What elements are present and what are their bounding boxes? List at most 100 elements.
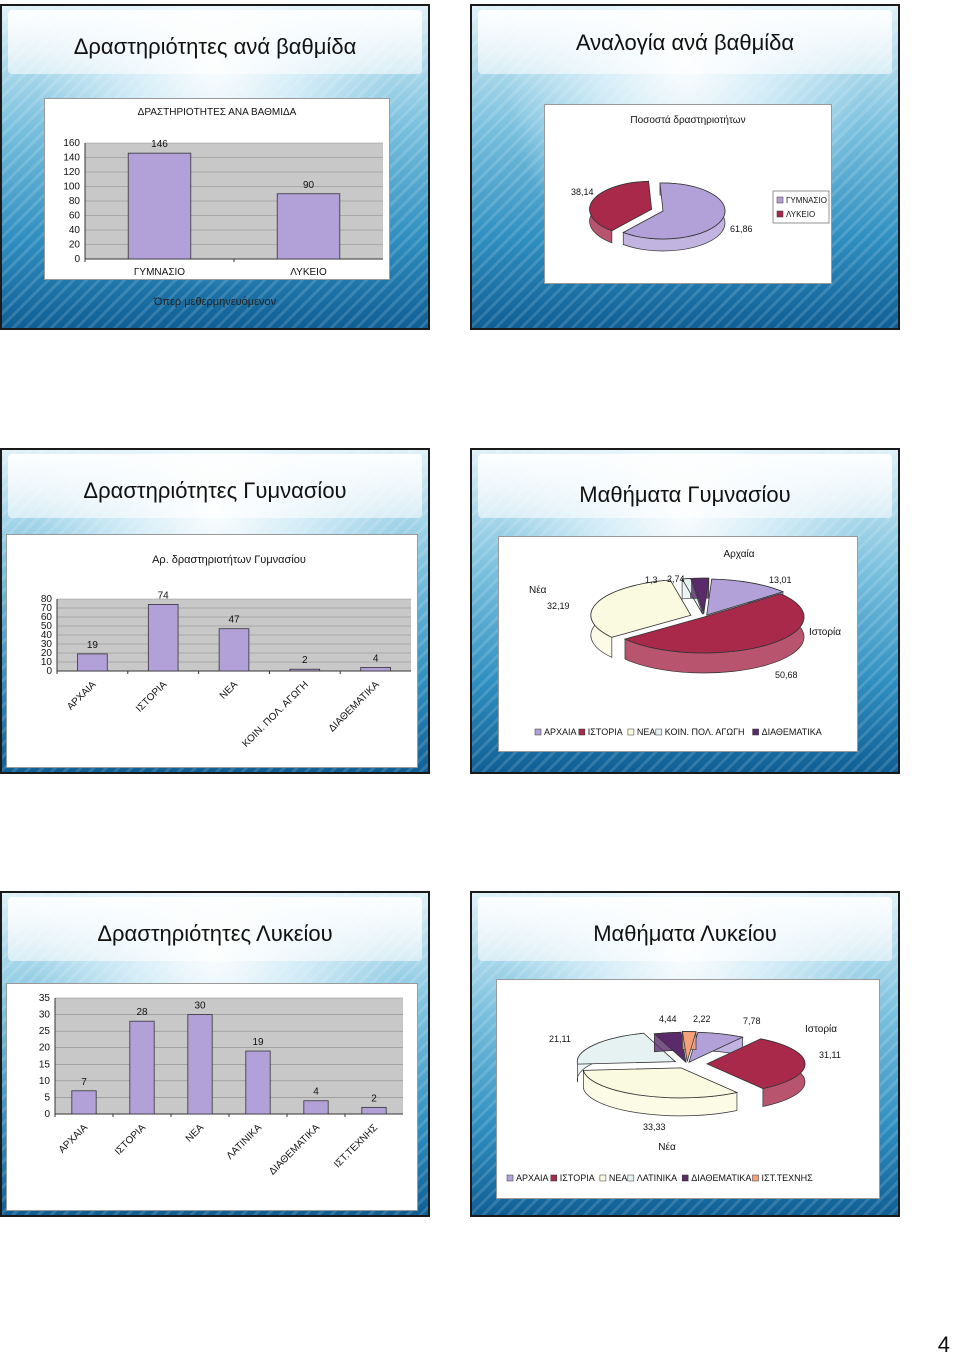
title-band — [478, 897, 892, 961]
plot-area — [55, 998, 403, 1114]
slide-title: Αναλογία ανά βαθμίδα — [575, 30, 795, 55]
data-label: 2 — [371, 1093, 377, 1104]
slide-title: Δραστηριότητες Γυμνασίου — [83, 478, 347, 503]
x-tick-label: ΑΡΧΑΙΑ — [65, 679, 99, 713]
x-tick-label: ΙΣΤΟΡΙΑ — [113, 1122, 148, 1157]
slide-2: Αναλογία ανά βαθμίδα Ποσοστά δραστηριοτή… — [470, 4, 900, 330]
pie-slice — [681, 1031, 697, 1062]
x-tick-label: ΛΥΚΕΙΟ — [290, 267, 327, 278]
slide-6: Μαθήματα Λυκείου Ιστορία Νέα 7,78 31,11 33,3… — [470, 891, 900, 1217]
y-tick-label: 60 — [69, 211, 81, 222]
y-tick-label: 20 — [69, 240, 81, 251]
legend-label: ΓΥΜΝΑΣΙΟ — [786, 196, 827, 205]
legend-label: ΛΥΚΕΙΟ — [786, 210, 815, 219]
chart-panel: 0 5 10 15 20 25 30 35 7 ΑΡΧΑΙΑ 28 ΙΣΤΟΡΙΑ 30 ΝΕΑ 19 ΛΑΤ… — [6, 983, 418, 1211]
legend-label: ΙΣΤΟΡΙΑ — [588, 727, 623, 737]
data-label: 90 — [303, 180, 315, 191]
y-tick-label: 160 — [63, 138, 80, 149]
legend-swatch — [776, 210, 784, 218]
bar — [303, 1100, 329, 1115]
slide-caption: Όπερ μεθερμηνευόμενον — [153, 296, 277, 308]
legend-label: ΑΡΧΑΙΑ — [516, 1173, 549, 1183]
x-tick-label: ΚΟΙΝ. ΠΟΛ. ΑΓΩΓΗ — [240, 679, 310, 749]
y-tick-label: 80 — [69, 196, 81, 207]
pie-slice — [623, 593, 805, 654]
title-band — [478, 10, 892, 74]
y-tick-label: 30 — [39, 1010, 51, 1021]
chart-title: Ποσοστά δραστηριοτήτων — [630, 114, 745, 126]
pie-slice — [691, 577, 710, 615]
bar-chart-grades: 0 20 40 60 80 100 120 140 160 146 ΓΥΜΝΑΣΙΟ 90 ΛΥΚΕΙΟ… — [63, 107, 383, 278]
data-label: 32,19 — [547, 601, 570, 611]
pie-slice — [582, 1067, 739, 1099]
y-tick-label: 100 — [63, 182, 80, 193]
legend-swatch — [752, 728, 759, 736]
y-tick-label: 80 — [41, 594, 53, 605]
slice-name: Νέα — [658, 1141, 676, 1153]
legend-label: ΝΕΑ — [637, 727, 656, 737]
data-label: 4,44 — [659, 1014, 677, 1024]
bar — [77, 653, 108, 672]
legend-swatch — [506, 1174, 514, 1182]
data-label: 33,33 — [643, 1122, 666, 1132]
y-tick-label: 0 — [46, 666, 52, 677]
slide-5: Δραστηριότητες Λυκείου 0 5 10 15 20 25 30 35 7 ΑΡ… — [0, 891, 430, 1217]
bar — [245, 1050, 271, 1115]
bar — [361, 1106, 387, 1115]
x-tick-label: ΑΡΧΑΙΑ — [57, 1122, 91, 1156]
slice-name: Ιστορία — [809, 626, 841, 638]
y-tick-label: 30 — [41, 639, 53, 650]
y-tick-label: 0 — [44, 1109, 50, 1120]
data-label: 7 — [81, 1077, 87, 1088]
y-tick-label: 35 — [39, 993, 51, 1004]
y-tick-label: 5 — [44, 1092, 50, 1103]
x-tick-label: ΝΕΑ — [218, 679, 241, 702]
data-label: 61,86 — [730, 224, 753, 234]
pie-slice — [706, 1038, 806, 1089]
title-band — [8, 897, 422, 961]
legend-swatch — [681, 1174, 689, 1182]
legend-swatch — [578, 728, 586, 736]
legend-label: ΙΣΤ.ΤΕΧΝΗΣ — [762, 1173, 814, 1183]
page-number: 4 — [937, 1332, 950, 1357]
legend-label: ΔΙΑΘΕΜΑΤΙΚΑ — [762, 727, 822, 737]
legend-label: ΛΑΤΙΝΙΚΑ — [637, 1173, 677, 1183]
legend-swatch — [599, 1174, 607, 1182]
data-label: 19 — [87, 640, 99, 651]
chart-title: ΔΡΑΣΤΗΡΙΟΤΗΤΕΣ ΑΝΑ ΒΑΘΜΙΔΑ — [138, 107, 297, 118]
bar — [71, 1090, 97, 1115]
chart-panel: 0 10 20 30 40 50 60 70 80 19 ΑΡΧΑΙΑ 74 ΙΣΤΟΡΙΑ 47 ΝΕΑ 2… — [6, 534, 418, 768]
data-label: 2,22 — [693, 1014, 711, 1024]
slide-3: Δραστηριότητες Γυμνασίου 0 10 20 30 40 50 60 70… — [0, 448, 430, 774]
pie-slice — [589, 180, 653, 232]
slide-title: Μαθήματα Λυκείου — [593, 921, 777, 946]
x-tick-label: ΙΣΤΟΡΙΑ — [134, 679, 169, 714]
data-label: 21,11 — [549, 1034, 571, 1044]
data-label: 7,78 — [743, 1016, 761, 1026]
data-label: 13,01 — [769, 575, 792, 585]
data-label: 28 — [136, 1007, 148, 1018]
bar-chart-lyceum: 0 5 10 15 20 25 30 35 7 ΑΡΧΑΙΑ 28 ΙΣΤΟΡΙΑ 30 ΝΕΑ 19 ΛΑΤ… — [39, 993, 403, 1177]
pie-chart-grades: Ποσοστά δραστηριοτήτων 38,14 61,86 ΓΥΜΝΑΣΙΟ… — [571, 114, 830, 252]
pie-slice — [576, 1032, 677, 1065]
chart-panel: Ιστορία Νέα 7,78 31,11 33,33 21,11 4,44 2,22 ΑΡΧ… — [496, 979, 880, 1199]
slice-name: Νέα — [529, 584, 547, 596]
pie-chart-lyceum: Ιστορία Νέα 7,78 31,11 33,33 21,11 4,44 2,22 ΑΡΧ… — [506, 1014, 841, 1183]
bar — [127, 152, 192, 260]
data-label: 19 — [252, 1037, 264, 1048]
legend-swatch — [627, 728, 635, 736]
data-label: 50,68 — [775, 670, 798, 680]
slide-title: Δραστηριότητες Λυκείου — [97, 921, 333, 946]
legend-label: ΚΟΙΝ. ΠΟΛ. ΑΓΩΓΗ — [665, 727, 745, 737]
legend-label: ΔΙΑΘΕΜΑΤΙΚΑ — [691, 1173, 751, 1183]
y-tick-label: 20 — [39, 1043, 51, 1054]
data-label: 30 — [194, 1001, 206, 1012]
pie-slice — [706, 578, 785, 616]
x-tick-label: ΔΙΑΘΕΜΑΤΙΚΑ — [267, 1122, 322, 1177]
slice-name: Ιστορία — [805, 1023, 837, 1035]
data-label: 31,11 — [819, 1050, 841, 1060]
chart-title: Αρ. δραστηριοτήτων Γυμνασίου — [152, 554, 306, 566]
x-tick-label: ΔΙΑΘΕΜΑΤΙΚΑ — [327, 679, 382, 734]
